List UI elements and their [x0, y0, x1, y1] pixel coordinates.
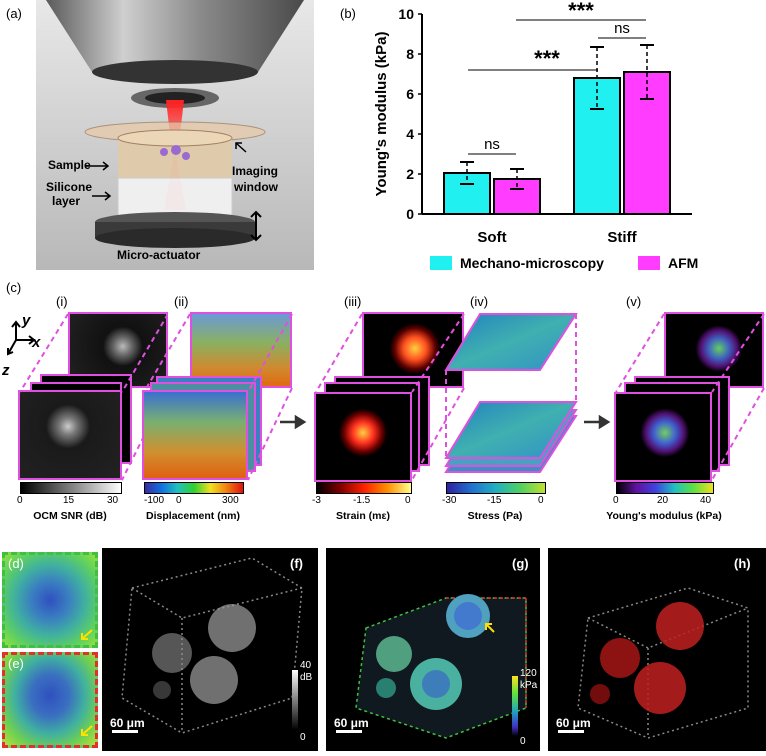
scale-bar-g: 60 μm: [334, 716, 369, 730]
label-window-2: window: [234, 180, 278, 194]
sub-label-iv: (iv): [470, 294, 489, 309]
strain-image-front: [314, 392, 412, 482]
arrow-right-icon: [280, 414, 307, 430]
legend-label: Mechano-microscopy: [460, 255, 604, 271]
sub-label-i: (i): [56, 294, 68, 309]
disp-tick-300: 300: [222, 495, 239, 506]
sub-label-iii: (iii): [344, 294, 362, 309]
scale-bar-f: 60 μm: [110, 716, 145, 730]
y-axis-label: Young's modulus (kPa): [373, 32, 390, 197]
sig-label: ns: [484, 136, 500, 153]
y-tick-label: 2: [406, 166, 414, 182]
y-tick-label: 10: [398, 6, 414, 22]
arrow-indicator-icon-2: [81, 725, 93, 736]
legend-swatch: [638, 256, 660, 270]
axis-y: y: [22, 312, 31, 329]
arrow-right-icon-2: [584, 414, 611, 430]
label-silicone-2: layer: [52, 194, 81, 208]
displacement-image-front: [142, 390, 248, 480]
modulus-projection-lines: [615, 313, 765, 481]
scale-bar-h: 60 μm: [556, 716, 591, 730]
panel-d-image: [2, 552, 98, 648]
g-cbar-top: 120: [520, 668, 537, 679]
disp-cbar-label: Displacement (nm): [146, 510, 240, 522]
modulus-image-front: [614, 392, 712, 482]
modulus-tick-20: 20: [657, 495, 669, 506]
arrow-indicator-icon: [81, 629, 93, 640]
strain-tick-n15: -1.5: [353, 495, 371, 506]
panel-label-h: (h): [734, 556, 751, 571]
panel-label-f: (f): [290, 556, 303, 571]
stress-maps: [444, 313, 578, 473]
panel-h-image: [548, 548, 766, 751]
axis-z: z: [2, 362, 10, 379]
modulus-cbar-label: Young's modulus (kPa): [606, 510, 722, 522]
panel-f-image: [102, 548, 318, 751]
colorbar-stress: [446, 482, 546, 494]
strain-tick-n3: -3: [312, 495, 321, 506]
sub-label-v: (v): [626, 294, 642, 309]
legend-label: AFM: [668, 255, 698, 271]
sig-label: ***: [568, 0, 594, 23]
stress-tick-n30: -30: [442, 495, 457, 506]
axis-x: x: [32, 334, 41, 351]
y-tick-label: 0: [406, 206, 414, 222]
setup-illustration: [36, 0, 314, 270]
sig-label: ***: [534, 46, 560, 71]
panel-label-b: (b): [340, 6, 356, 21]
strain-cbar-label: Strain (mε): [336, 510, 390, 522]
ocm-image-front: [18, 390, 122, 480]
label-silicone-1: Silicone: [46, 180, 93, 194]
xyz-axes-icon: [7, 320, 36, 356]
panel-g-image: [326, 548, 540, 751]
x-tick-label: Soft: [477, 229, 506, 246]
panel-label-g: (g): [512, 556, 529, 571]
colorbar-strain: [316, 482, 412, 494]
ocm-projection-lines: [19, 313, 168, 481]
ocm-tick-15: 15: [63, 495, 75, 506]
x-tick-label: Stiff: [607, 229, 637, 246]
g-cbar-unit: kPa: [520, 680, 538, 691]
disp-projection-lines: [143, 313, 293, 481]
f-cbar-top: 40: [300, 660, 312, 671]
panel-label-a: (a): [6, 6, 22, 21]
label-sample: Sample: [48, 158, 91, 172]
modulus-tick-40: 40: [700, 495, 712, 506]
ocm-tick-0: 0: [17, 495, 23, 506]
panel-label-c: (c): [6, 280, 22, 295]
sub-label-ii: (ii): [174, 294, 189, 309]
legend-swatch: [430, 256, 452, 270]
panel-label-d: (d): [8, 556, 24, 571]
bar: [623, 71, 671, 215]
sig-label: ns: [614, 20, 630, 37]
label-window-1: Imaging: [232, 164, 279, 178]
colorbar-ocm: [20, 482, 122, 494]
ocm-cbar-label: OCM SNR (dB): [33, 510, 107, 522]
panel-label-e: (e): [8, 656, 24, 671]
stress-tick-0: 0: [538, 495, 544, 506]
strain-projection-lines: [315, 313, 465, 481]
disp-tick-n100: -100: [144, 495, 165, 506]
label-actuator: Micro-actuator: [117, 248, 201, 262]
y-tick-label: 4: [406, 126, 414, 142]
disp-tick-0: 0: [176, 495, 182, 506]
f-cbar-bottom: 0: [300, 732, 306, 743]
colorbar-displacement: [144, 482, 244, 494]
bar: [573, 77, 621, 215]
f-cbar-unit: dB: [300, 672, 313, 683]
y-tick-label: 8: [406, 46, 414, 62]
modulus-tick-0: 0: [613, 495, 619, 506]
bar-chart: 0 2 4 6 8 10 Young's modulus (kPa) Soft Stiff ns n…: [373, 0, 698, 271]
ocm-tick-30: 30: [107, 495, 119, 506]
g-cbar-bottom: 0: [520, 736, 526, 747]
stress-cbar-label: Stress (Pa): [467, 510, 523, 522]
stress-tick-n15: -15: [487, 495, 502, 506]
y-tick-label: 6: [406, 86, 414, 102]
colorbar-modulus: [616, 482, 714, 494]
strain-tick-0: 0: [405, 495, 411, 506]
